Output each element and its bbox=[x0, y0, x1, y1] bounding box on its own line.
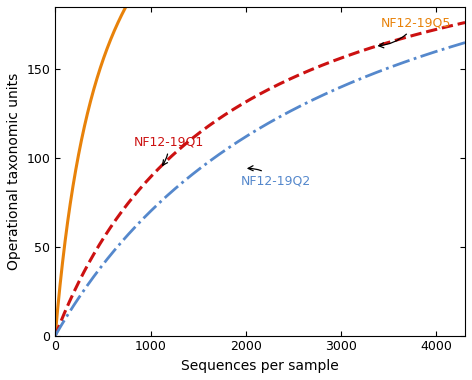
X-axis label: Sequences per sample: Sequences per sample bbox=[181, 359, 339, 373]
Y-axis label: Operational taxonomic units: Operational taxonomic units bbox=[7, 73, 21, 270]
Text: NF12-19Q2: NF12-19Q2 bbox=[241, 166, 312, 188]
Text: NF12-19Q1: NF12-19Q1 bbox=[134, 136, 203, 165]
Text: NF12-19Q5: NF12-19Q5 bbox=[379, 16, 452, 48]
